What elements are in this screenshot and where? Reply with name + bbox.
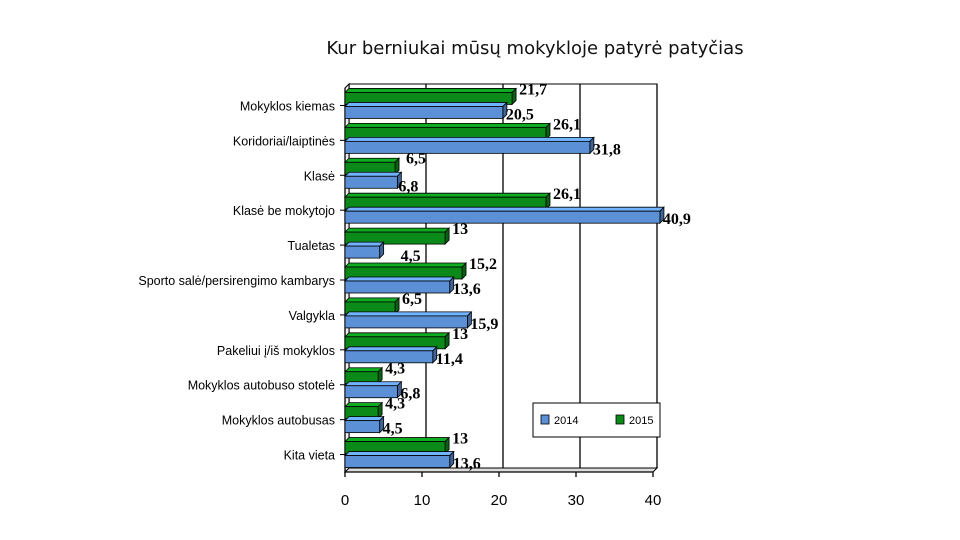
legend-swatch-2014 xyxy=(540,414,550,425)
category-label: Klasė be mokytojo xyxy=(233,204,335,218)
bar-top-face xyxy=(344,102,508,107)
bar-top-face xyxy=(344,437,451,442)
bar-top-face xyxy=(344,402,384,408)
data-label-2014: 4,5 xyxy=(401,248,421,265)
data-label-2015: 15,2 xyxy=(469,256,497,273)
data-label-2015: 6,5 xyxy=(406,150,426,167)
category-label: Valgykla xyxy=(289,309,335,323)
x-tick-label: 30 xyxy=(568,492,585,509)
data-label-2015: 21,7 xyxy=(519,81,547,98)
data-label-2015: 6,5 xyxy=(402,291,422,308)
legend-swatch-2015 xyxy=(615,414,625,425)
bar-2014 xyxy=(344,106,504,119)
bar-top-face xyxy=(344,451,455,456)
bar-2014 xyxy=(344,315,468,329)
data-label-2014: 6,8 xyxy=(398,178,418,195)
bar-top-face xyxy=(344,206,665,212)
category-label: Sporto salė/persirengimo kambarys xyxy=(138,274,335,288)
bar-top-face xyxy=(344,262,468,268)
data-label-2014: 6,8 xyxy=(400,386,420,403)
category-label: Mokyklos kiemas xyxy=(240,99,335,113)
x-tick-label: 20 xyxy=(491,492,508,509)
bar-top-face xyxy=(344,157,401,163)
legend-label-2014: 2014 xyxy=(554,415,578,427)
data-label-2015: 13 xyxy=(452,221,468,238)
bar-2014 xyxy=(344,350,434,364)
bar-2014 xyxy=(344,455,451,468)
data-label-2015: 13 xyxy=(452,431,468,448)
data-label-2015: 4,3 xyxy=(385,361,405,378)
data-label-2014: 13,6 xyxy=(453,456,481,473)
bar-2015 xyxy=(344,231,446,245)
legend-label-2015: 2015 xyxy=(629,415,653,427)
category-label: Koridoriai/laiptinės xyxy=(233,134,335,148)
bar-top-face xyxy=(344,367,384,373)
data-label-2014: 13,6 xyxy=(453,281,481,298)
data-label-2015: 26,1 xyxy=(553,186,581,203)
bar-top-face xyxy=(344,332,451,338)
category-label: Pakeliui į/iš mokyklos xyxy=(217,344,335,358)
bar-2014 xyxy=(344,175,398,189)
bar-top-face xyxy=(344,311,473,317)
data-label-2014: 11,4 xyxy=(436,351,463,368)
data-label-2014: 15,9 xyxy=(470,316,498,333)
bar-2014 xyxy=(344,210,661,224)
bar-top-face xyxy=(344,122,551,128)
data-label-2014: 20,5 xyxy=(506,106,534,123)
bar-top-face xyxy=(344,416,385,422)
bar-2014 xyxy=(344,245,381,259)
data-label-2014: 31,8 xyxy=(593,141,621,158)
bar-top-face xyxy=(344,227,451,233)
bar-2014 xyxy=(344,280,451,294)
category-label: Klasė xyxy=(304,169,335,183)
bar-top-face xyxy=(344,346,438,352)
x-tick-label: 40 xyxy=(645,492,662,509)
bar-top-face xyxy=(344,136,595,142)
bar-2014 xyxy=(344,140,591,154)
bar-2014 xyxy=(344,385,398,399)
x-tick-label: 10 xyxy=(414,492,431,509)
data-label-2015: 13 xyxy=(452,326,468,343)
bar-top-face xyxy=(344,241,385,247)
legend-box xyxy=(532,402,661,438)
category-label: Mokyklos autobuso stotelė xyxy=(188,379,335,393)
bar-top-face xyxy=(344,88,518,93)
category-label: Mokyklos autobusas xyxy=(222,414,335,428)
bar-top-face xyxy=(344,276,455,282)
x-tick-label: 0 xyxy=(341,492,349,509)
bar-top-face xyxy=(344,192,551,198)
bar-2014 xyxy=(344,420,381,434)
bar-top-face xyxy=(344,297,401,303)
data-label-2015: 4,3 xyxy=(385,396,405,413)
data-label-2015: 26,1 xyxy=(553,116,581,133)
data-label-2014: 4,5 xyxy=(383,421,403,438)
data-label-2014: 40,9 xyxy=(663,211,691,228)
category-label: Kita vieta xyxy=(284,449,335,463)
category-label: Tualetas xyxy=(288,239,335,253)
bar-top-face xyxy=(344,381,403,387)
bar-top-face xyxy=(344,171,403,177)
chart-title: Kur berniukai mūsų mokykloje patyrė paty… xyxy=(326,38,744,59)
